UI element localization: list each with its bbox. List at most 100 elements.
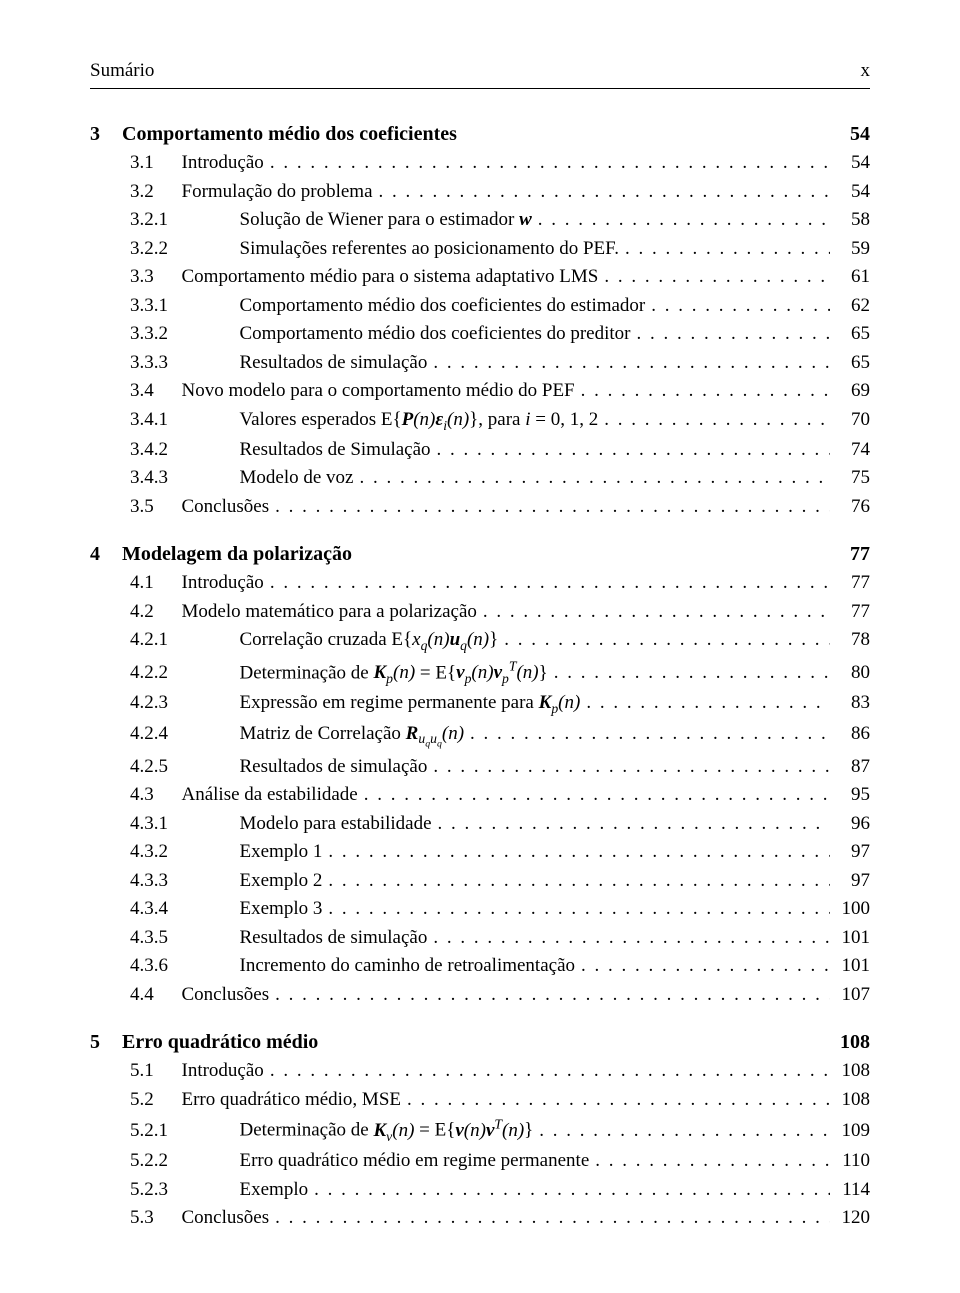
toc-label: Determinação de Kp(n) = E{vp(n)vpT(n)}: [230, 657, 548, 690]
toc-leader-dots: [604, 406, 830, 435]
running-header: Sumário x: [90, 60, 870, 82]
toc-entry: 4.2 Modelo matemático para a polarização…: [90, 598, 870, 627]
toc-leader-dots: [328, 895, 830, 924]
toc-page-number: 77: [836, 598, 870, 627]
toc-leader-dots: [651, 292, 830, 321]
toc-leader-dots: [359, 464, 830, 493]
toc-number: 4.3.2: [130, 838, 230, 867]
toc-number: 5.2.3: [130, 1176, 230, 1205]
toc-entry: 4.3.1 Modelo para estabilidade96: [90, 810, 870, 839]
toc-label: Valores esperados E{P(n)εi(n)}, para i =…: [230, 406, 598, 436]
toc-entry: 4.2.5 Resultados de simulação87: [90, 753, 870, 782]
toc-label: Simulações referentes ao posicionamento …: [230, 235, 619, 264]
toc-number: 3.4.1: [130, 406, 230, 435]
toc-leader-dots: [328, 838, 830, 867]
toc-number: 3.3: [130, 263, 172, 292]
toc-entry: 3.1 Introdução54: [90, 149, 870, 178]
toc-number: 4.2.1: [130, 626, 230, 655]
toc-number: 3.4.3: [130, 464, 230, 493]
toc-entry: 5.3 Conclusões120: [90, 1204, 870, 1233]
toc-label: Novo modelo para o comportamento médio d…: [172, 377, 575, 406]
toc-label: Determinação de Kv(n) = E{v(n)vT(n)}: [230, 1114, 533, 1147]
toc-label: Formulação do problema: [172, 178, 373, 207]
toc-leader-dots: [581, 377, 830, 406]
toc-page-number: 58: [836, 206, 870, 235]
toc-entry: 4.3.5 Resultados de simulação101: [90, 924, 870, 953]
toc-entry: 4.1 Introdução77: [90, 569, 870, 598]
toc-label: Introdução: [172, 1057, 264, 1086]
toc-number: 3: [90, 119, 112, 149]
toc-number: 5.2.1: [130, 1117, 230, 1146]
toc-number: 3.3.1: [130, 292, 230, 321]
toc-label: Exemplo 3: [230, 895, 322, 924]
toc-leader-dots: [504, 626, 830, 655]
toc-page-number: 114: [836, 1176, 870, 1205]
toc-page-number: 54: [836, 119, 870, 149]
toc-entry: 5.2.3 Exemplo114: [90, 1176, 870, 1205]
toc-page-number: 70: [836, 406, 870, 435]
toc-page-number: 108: [836, 1057, 870, 1086]
toc-page-number: 76: [836, 493, 870, 522]
toc-leader-dots: [483, 598, 830, 627]
toc-leader-dots: [554, 659, 830, 688]
toc-entry: 3.3.3 Resultados de simulação65: [90, 349, 870, 378]
toc-label: Erro quadrático médio: [112, 1027, 318, 1057]
toc-number: 5.1: [130, 1057, 172, 1086]
toc-number: 4.3: [130, 781, 172, 810]
toc-entry: 3.2.1 Solução de Wiener para o estimador…: [90, 206, 870, 235]
toc-label: Conclusões: [172, 981, 269, 1010]
toc-entry: 4.3.6 Incremento do caminho de retroalim…: [90, 952, 870, 981]
toc-label: Conclusões: [172, 493, 269, 522]
header-left: Sumário: [90, 60, 154, 82]
toc-number: 5.3: [130, 1204, 172, 1233]
toc-page-number: 87: [836, 753, 870, 782]
toc-label: Introdução: [172, 149, 264, 178]
toc-entry: 4.3 Análise da estabilidade95: [90, 781, 870, 810]
toc-page-number: 65: [836, 349, 870, 378]
toc-entry: 3.4 Novo modelo para o comportamento méd…: [90, 377, 870, 406]
toc-page-number: 120: [836, 1204, 870, 1233]
toc-leader-dots: [433, 753, 830, 782]
toc-page-number: 97: [836, 838, 870, 867]
toc-label: Solução de Wiener para o estimador w: [230, 206, 532, 235]
toc-page-number: 59: [836, 235, 870, 264]
header-rule: [90, 88, 870, 89]
toc-page-number: 78: [836, 626, 870, 655]
toc-number: 3.4.2: [130, 436, 230, 465]
toc-label: Modelagem da polarização: [112, 539, 352, 569]
toc-page-number: 107: [836, 981, 870, 1010]
toc-leader-dots: [407, 1086, 830, 1115]
toc-page-number: 77: [836, 569, 870, 598]
toc-label: Modelo matemático para a polarização: [172, 598, 477, 627]
toc-page-number: 110: [836, 1147, 870, 1176]
toc-entry: 5.1 Introdução 108: [90, 1057, 870, 1086]
toc-label: Comportamento médio dos coeficientes: [112, 119, 457, 149]
toc-number: 4.2.2: [130, 659, 230, 688]
toc-leader-dots: [314, 1176, 830, 1205]
toc-number: 5.2: [130, 1086, 172, 1115]
toc-number: 3.2: [130, 178, 172, 207]
toc-number: 4.1: [130, 569, 172, 598]
toc-chapter: 4 Modelagem da polarização77: [90, 539, 870, 569]
toc-entry: 3.3.1 Comportamento médio dos coeficient…: [90, 292, 870, 321]
toc-page-number: 95: [836, 781, 870, 810]
toc-number: 4.2.5: [130, 753, 230, 782]
toc-leader-dots: [437, 436, 830, 465]
toc-leader-dots: [433, 924, 830, 953]
toc-label: Comportamento médio para o sistema adapt…: [172, 263, 598, 292]
toc-label: Resultados de Simulação: [230, 436, 431, 465]
toc-leader-dots: [275, 1204, 830, 1233]
toc-page-number: 54: [836, 149, 870, 178]
toc-label: Erro quadrático médio em regime permanen…: [230, 1147, 589, 1176]
toc-number: 3.4: [130, 377, 172, 406]
toc-label: Erro quadrático médio, MSE: [172, 1086, 401, 1115]
toc-leader-dots: [275, 493, 830, 522]
toc-leader-dots: [433, 349, 830, 378]
toc-entry: 3.2.2 Simulações referentes ao posiciona…: [90, 235, 870, 264]
toc-entry: 3.5 Conclusões76: [90, 493, 870, 522]
toc-number: 4.3.1: [130, 810, 230, 839]
toc-number: 5: [90, 1027, 112, 1057]
toc-entry: 4.2.4 Matriz de Correlação Ruquq(n)86: [90, 720, 870, 753]
toc-label: Matriz de Correlação Ruquq(n): [230, 720, 464, 753]
toc-label: Resultados de simulação: [230, 349, 427, 378]
